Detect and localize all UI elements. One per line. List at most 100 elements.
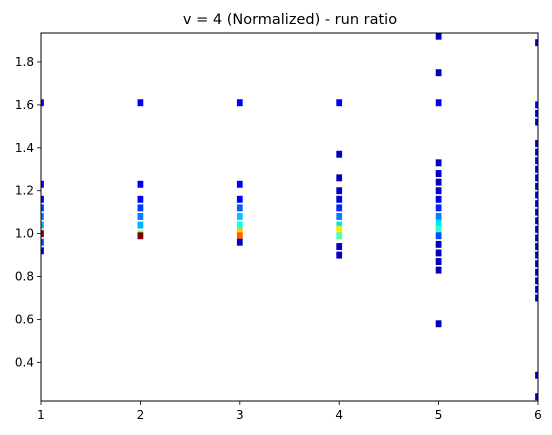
heatmap-bin <box>435 266 442 274</box>
heatmap-bin <box>435 240 442 248</box>
plot-frame <box>40 32 539 402</box>
heatmap-bin <box>535 182 538 190</box>
heatmap-bin <box>435 99 442 107</box>
heatmap-bin <box>535 234 538 242</box>
heatmap-bin <box>41 204 44 212</box>
heatmap-bin <box>137 180 144 188</box>
heatmap-bins <box>41 32 538 401</box>
heatmap-bin <box>41 99 44 107</box>
heatmap-bin <box>336 251 343 259</box>
heatmap-bin <box>336 99 343 107</box>
x-tick-label: 6 <box>534 408 542 422</box>
heatmap-bin <box>535 208 538 216</box>
heatmap-bin <box>137 232 144 240</box>
heatmap-bin <box>41 238 44 246</box>
y-axis: 0.4 0.6 0.8 1.0 1.2 1.4 1.6 1.8 <box>15 55 41 369</box>
heatmap-bin <box>435 69 442 77</box>
heatmap-bin <box>41 247 44 255</box>
heatmap-bin <box>236 238 243 246</box>
heatmap-bin <box>535 393 538 401</box>
heatmap-bin <box>535 165 538 173</box>
heatmap-bin <box>137 99 144 107</box>
heatmap-bin <box>336 225 343 233</box>
heatmap-bin <box>435 195 442 203</box>
heatmap-bin <box>236 228 243 235</box>
heatmap-bin <box>535 110 538 117</box>
heatmap-bin <box>535 243 538 250</box>
heatmap-bin <box>535 174 538 182</box>
heatmap-bin <box>535 268 538 276</box>
heatmap-bin <box>435 159 442 167</box>
heatmap-bin <box>236 195 243 203</box>
heatmap-bin <box>535 294 538 302</box>
y-tick-label: 1.0 <box>15 227 34 241</box>
heatmap-bin <box>435 219 442 227</box>
heatmap-bin <box>336 213 343 220</box>
heatmap-bin <box>435 204 442 212</box>
heatmap-bin <box>535 191 538 199</box>
heatmap-bin <box>535 285 538 293</box>
y-tick-label: 0.8 <box>15 270 34 284</box>
heatmap-bin <box>41 230 44 238</box>
x-tick-label: 2 <box>137 408 145 422</box>
heatmap-bin <box>535 39 538 47</box>
heatmap-bin <box>236 99 243 107</box>
heatmap-bin <box>336 243 343 250</box>
heatmap-bin <box>137 213 144 220</box>
heatmap-bin <box>535 157 538 165</box>
heatmap-bin <box>336 232 343 240</box>
heatmap-bin <box>41 221 44 229</box>
heatmap-bin <box>535 118 538 126</box>
heatmap-bin <box>535 225 538 233</box>
heatmap-bin <box>236 232 243 240</box>
x-tick-label: 5 <box>435 408 443 422</box>
x-tick-label: 1 <box>37 408 45 422</box>
heatmap-bin <box>435 178 442 186</box>
y-tick-label: 1.8 <box>15 55 34 69</box>
y-tick-label: 0.6 <box>15 312 34 326</box>
heatmap-bin <box>41 195 44 203</box>
heatmap-bin <box>535 200 538 208</box>
heatmap-bin <box>336 204 343 212</box>
heatmap-bin <box>435 258 442 265</box>
x-axis: 1 2 3 4 5 6 <box>37 401 542 422</box>
heatmap-bin <box>435 225 442 233</box>
heatmap-bin <box>435 249 442 257</box>
x-tick-label: 4 <box>335 408 343 422</box>
chart-title: v = 4 (Normalized) - run ratio <box>183 12 397 28</box>
heatmap-bin <box>535 260 538 268</box>
heatmap-bin <box>435 32 442 40</box>
heatmap-bin <box>236 180 243 188</box>
heatmap-bin <box>435 320 442 328</box>
heatmap-bin <box>41 180 44 188</box>
heatmap-bin <box>435 232 442 240</box>
heatmap-bin <box>535 277 538 285</box>
y-tick-label: 1.6 <box>15 98 34 112</box>
heatmap-bin <box>435 213 442 220</box>
y-tick-label: 1.4 <box>15 141 34 155</box>
y-tick-label: 1.2 <box>15 184 34 198</box>
heatmap-bin <box>435 170 442 178</box>
heatmap-bin <box>236 213 243 220</box>
heatmap-bin <box>535 251 538 259</box>
heatmap-bin <box>236 204 243 212</box>
heatmap-bin <box>535 148 538 156</box>
heatmap-bin <box>336 221 343 229</box>
x-tick-label: 3 <box>236 408 244 422</box>
heatmap-bin <box>236 221 243 229</box>
heatmap-bin <box>535 101 538 109</box>
heatmap-bin <box>137 221 144 229</box>
heatmap-bin <box>336 174 343 182</box>
heatmap-bin <box>535 140 538 147</box>
heatmap-bin <box>535 371 538 379</box>
y-tick-label: 0.4 <box>15 355 34 369</box>
heatmap-bin <box>137 204 144 212</box>
heatmap-bin <box>535 217 538 225</box>
heatmap-bin <box>336 187 343 195</box>
heatmap-bin <box>435 187 442 195</box>
heatmap-bin <box>336 150 343 158</box>
heatmap-bin <box>336 195 343 203</box>
heatmap-bin <box>137 195 144 203</box>
heatmap-bin <box>41 213 44 220</box>
